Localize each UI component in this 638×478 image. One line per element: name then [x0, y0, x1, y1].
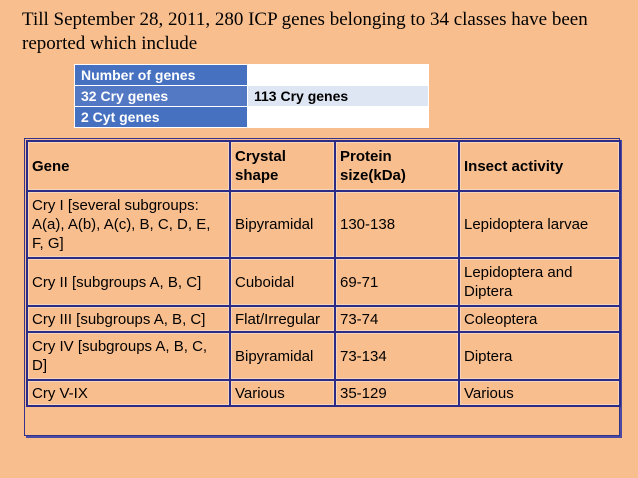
table-cell: Lepidoptera larvae: [460, 192, 619, 257]
column-header-gene: Gene: [28, 142, 229, 190]
summary-cell: 32 Cry genes: [74, 85, 248, 107]
summary-row: 2 Cyt genes: [74, 106, 429, 128]
table-cell: Cry II [subgroups A, B, C]: [28, 259, 229, 305]
table-cell: 130-138: [336, 192, 458, 257]
table-row: Cry I [several subgroups: A(a), A(b), A(…: [28, 192, 619, 257]
table-cell: Cry I [several subgroups: A(a), A(b), A(…: [28, 192, 229, 257]
summary-row: Number of genes: [74, 64, 429, 86]
summary-table: Number of genes 32 Cry genes 113 Cry gen…: [74, 64, 429, 128]
table-header-row: Gene Crystal shape Protein size(kDa) Ins…: [28, 142, 619, 190]
table-cell: Bipyramidal: [231, 192, 334, 257]
table-cell: Flat/Irregular: [231, 307, 334, 331]
table-cell: Cry IV [subgroups A, B, C, D]: [28, 333, 229, 379]
table-row: Cry III [subgroups A, B, C] Flat/Irregul…: [28, 307, 619, 331]
summary-cell: 113 Cry genes: [247, 85, 429, 107]
column-header-insect-activity: Insect activity: [460, 142, 619, 190]
table-cell: Cry III [subgroups A, B, C]: [28, 307, 229, 331]
table-cell: Cuboidal: [231, 259, 334, 305]
table-cell: Various: [231, 381, 334, 405]
table-cell: Lepidoptera and Diptera: [460, 259, 619, 305]
summary-cell: [247, 106, 429, 128]
summary-cell: Number of genes: [74, 64, 248, 86]
table-cell: 73-134: [336, 333, 458, 379]
column-header-crystal-shape: Crystal shape: [231, 142, 334, 190]
summary-row: 32 Cry genes 113 Cry genes: [74, 85, 429, 107]
table-row: Cry V-IX Various 35-129 Various: [28, 381, 619, 405]
table-row: Cry IV [subgroups A, B, C, D] Bipyramida…: [28, 333, 619, 379]
table-cell: Various: [460, 381, 619, 405]
intro-text: Till September 28, 2011, 280 ICP genes b…: [22, 9, 588, 54]
summary-cell: 2 Cyt genes: [74, 106, 248, 128]
table-cell: 35-129: [336, 381, 458, 405]
table-cell: 73-74: [336, 307, 458, 331]
table-cell: Coleoptera: [460, 307, 619, 331]
table-row: Cry II [subgroups A, B, C] Cuboidal 69-7…: [28, 259, 619, 305]
column-header-protein-size: Protein size(kDa): [336, 142, 458, 190]
table-cell: Cry V-IX: [28, 381, 229, 405]
table-cell: Diptera: [460, 333, 619, 379]
table-cell: Bipyramidal: [231, 333, 334, 379]
gene-table: Gene Crystal shape Protein size(kDa) Ins…: [26, 140, 621, 407]
summary-cell: [247, 64, 429, 86]
table-cell: 69-71: [336, 259, 458, 305]
